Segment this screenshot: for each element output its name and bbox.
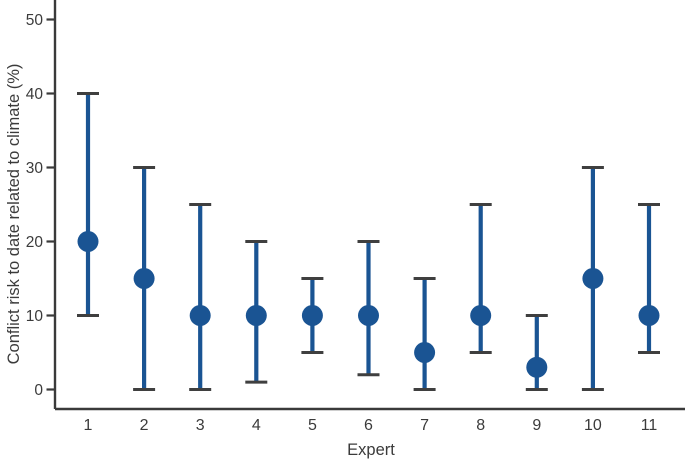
data-point (301, 305, 323, 326)
data-point (638, 305, 660, 326)
y-tick-label: 40 (26, 86, 44, 103)
data-point (77, 231, 99, 252)
y-tick-label: 50 (26, 12, 44, 29)
data-point (189, 305, 211, 326)
y-tick-label: 10 (26, 308, 44, 325)
x-tick-label: 3 (196, 417, 205, 434)
data-point (582, 268, 604, 289)
x-tick-label: 5 (308, 417, 317, 434)
x-axis-title: Expert (347, 441, 395, 459)
x-tick-label: 4 (252, 417, 261, 434)
x-tick-label: 6 (364, 417, 373, 434)
data-point (414, 342, 436, 363)
data-point (245, 305, 267, 326)
y-tick-label: 30 (26, 160, 44, 177)
data-point (526, 356, 548, 378)
x-tick-label: 11 (641, 417, 658, 434)
y-axis-title: Conflict risk to date related to climate… (5, 64, 23, 365)
y-tick-label: 0 (34, 382, 43, 399)
x-tick-label: 9 (532, 417, 541, 434)
data-point (470, 305, 492, 326)
data-point (358, 305, 379, 326)
x-tick-label: 8 (476, 417, 485, 434)
y-tick-label: 20 (26, 234, 44, 251)
x-tick-label: 10 (584, 417, 602, 434)
x-tick-label: 2 (140, 417, 149, 434)
x-tick-label: 1 (84, 417, 93, 434)
x-tick-label: 7 (420, 417, 429, 434)
data-point (133, 268, 155, 289)
